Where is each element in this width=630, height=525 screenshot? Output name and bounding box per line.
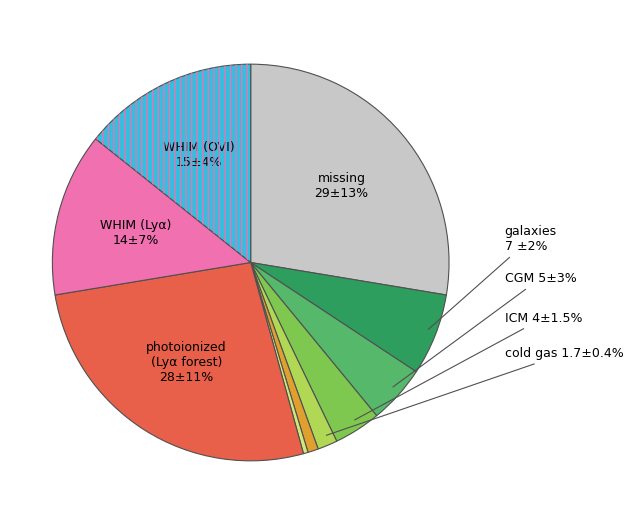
Wedge shape bbox=[251, 262, 318, 453]
Wedge shape bbox=[251, 262, 447, 372]
Wedge shape bbox=[96, 64, 251, 262]
Wedge shape bbox=[251, 262, 377, 441]
Text: WHIM (OVI)
15±4%: WHIM (OVI) 15±4% bbox=[163, 141, 235, 169]
Text: ICM 4±1.5%: ICM 4±1.5% bbox=[355, 311, 582, 420]
Text: CGM 5±3%: CGM 5±3% bbox=[393, 272, 576, 387]
Text: cold gas 1.7±0.4%: cold gas 1.7±0.4% bbox=[326, 347, 623, 435]
Wedge shape bbox=[251, 262, 416, 416]
Text: galaxies
7 ±2%: galaxies 7 ±2% bbox=[428, 225, 557, 330]
Wedge shape bbox=[251, 262, 337, 449]
Wedge shape bbox=[251, 262, 308, 454]
Wedge shape bbox=[251, 64, 449, 295]
Text: missing
29±13%: missing 29±13% bbox=[314, 172, 369, 200]
Text: photoionized
(Lyα forest)
28±11%: photoionized (Lyα forest) 28±11% bbox=[146, 341, 227, 384]
Text: WHIM (Lyα)
14±7%: WHIM (Lyα) 14±7% bbox=[100, 218, 171, 247]
Wedge shape bbox=[55, 262, 304, 461]
Wedge shape bbox=[52, 139, 251, 295]
